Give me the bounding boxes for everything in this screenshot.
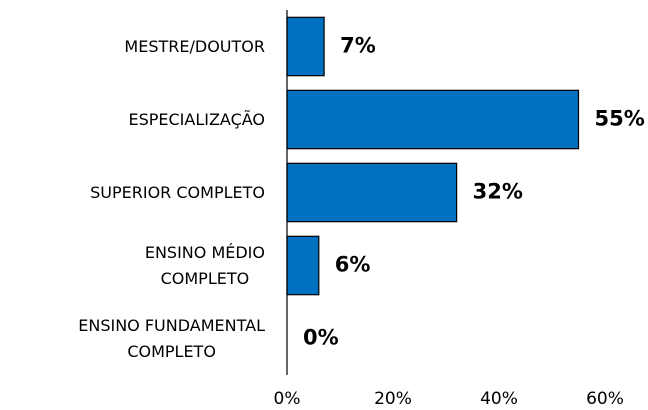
bar	[286, 16, 325, 77]
x-tick-label: 60%	[586, 389, 624, 409]
data-label: 55%	[595, 107, 645, 131]
data-label: 32%	[473, 180, 523, 204]
x-tick-label: 40%	[480, 389, 518, 409]
bar	[286, 162, 458, 223]
y-tick-label: SUPERIOR COMPLETO	[90, 182, 265, 202]
y-tick-label: ESPECIALIZAÇÃO	[128, 109, 265, 129]
data-label: 7%	[340, 34, 376, 58]
bar	[286, 89, 580, 150]
x-tick-label: 0%	[274, 389, 301, 409]
data-label: 6%	[335, 253, 371, 277]
bar	[286, 235, 320, 296]
y-tick-label: MESTRE/DOUTOR	[124, 36, 265, 56]
y-tick-label: ENSINO MÉDIO COMPLETO	[144, 242, 265, 288]
data-label: 0%	[303, 326, 339, 350]
y-tick-label: ENSINO FUNDAMENTAL COMPLETO	[78, 315, 265, 361]
x-tick-label: 20%	[374, 389, 412, 409]
